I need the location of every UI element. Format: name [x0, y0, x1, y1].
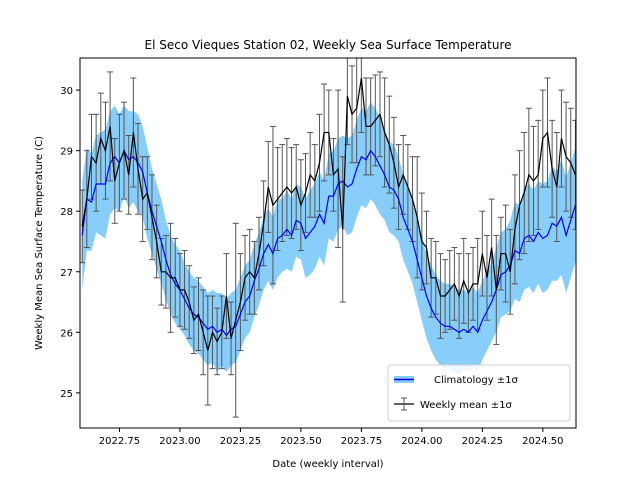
x-axis: 2022.75 2023.00 2023.25 2023.50 2023.75 2024.… — [99, 428, 564, 447]
y-tick-label: 30 — [60, 86, 73, 97]
climatology-line — [81, 149, 576, 337]
x-tick-label: 2023.25 — [220, 436, 261, 447]
legend-box — [387, 364, 571, 422]
y-tick-label: 26 — [60, 328, 73, 339]
x-tick-label: 2023.00 — [159, 436, 200, 447]
x-axis-title: Date (weekly interval) — [272, 459, 383, 470]
line-layer — [81, 77, 576, 351]
y-axis-title: Weekly Mean Sea Surface Temperature (C) — [34, 136, 45, 350]
legend: Climatology ±1σ Weekly mean ±1σ — [387, 364, 571, 422]
y-tick-label: 25 — [60, 389, 73, 400]
climatology-band — [82, 102, 576, 375]
x-tick-label: 2024.50 — [522, 436, 563, 447]
plot-frame — [79, 57, 577, 429]
y-tick-label: 27 — [60, 268, 73, 279]
legend-climatology-label: Climatology ±1σ — [434, 375, 519, 386]
x-tick-label: 2024.00 — [401, 436, 442, 447]
y-tick-label: 28 — [60, 207, 73, 218]
chart-title: El Seco Vieques Station 02, Weekly Sea S… — [144, 38, 511, 52]
x-tick-label: 2023.50 — [280, 436, 321, 447]
weekly-mean-line — [81, 77, 576, 351]
x-tick-label: 2023.75 — [341, 436, 382, 447]
legend-weekly-label: Weekly mean ±1σ — [420, 400, 513, 411]
x-tick-label: 2022.75 — [99, 436, 140, 447]
y-axis: 25 26 27 28 29 30 — [60, 86, 80, 400]
x-tick-label: 2024.25 — [462, 436, 503, 447]
y-tick-label: 29 — [60, 147, 73, 158]
climatology-band-layer — [82, 102, 576, 375]
